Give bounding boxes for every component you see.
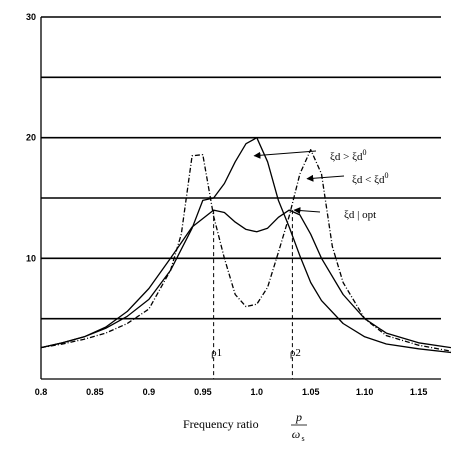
series-line-1 <box>40 137 451 354</box>
annotation-text-3: ξd | opt <box>344 209 376 221</box>
axis-layer: 10 20 30 0.8 0.85 0.9 0.95 1.0 1.05 1.10 1.15 <box>26 12 441 397</box>
annotation-arrow-2 <box>306 174 345 182</box>
x-tick-label: 1.0 <box>251 387 264 397</box>
marker-label-2: ρ2 <box>290 347 301 359</box>
label-layer: Frequency ratio pω s <box>183 410 307 443</box>
annotation-base: ξd > ξd <box>330 151 363 163</box>
annotation-arrow-3 <box>293 207 321 215</box>
x-axis-label-subscript: s <box>301 434 304 443</box>
annotation-text-1: ξd > ξd0 <box>330 148 367 163</box>
x-tick-label: 1.10 <box>356 387 374 397</box>
grid-layer <box>41 16 441 320</box>
x-tick-label: 0.85 <box>86 387 104 397</box>
x-tick-label: 1.15 <box>410 387 428 397</box>
x-axis-label-denominator: ω <box>292 427 300 441</box>
annotation-base: ξd < ξd <box>352 174 385 186</box>
annotation-arrow-1 <box>253 150 317 159</box>
x-tick-label: 0.8 <box>35 387 48 397</box>
x-tick-label: 0.9 <box>143 387 156 397</box>
x-axis-label-numerator: p <box>295 410 302 424</box>
y-tick-label: 30 <box>26 12 36 22</box>
marker-layer: ρ1 ρ2 <box>211 210 301 379</box>
series-layer <box>40 137 451 354</box>
x-tick-label: 1.05 <box>302 387 320 397</box>
series-line-3 <box>40 209 451 349</box>
marker-label-1: ρ1 <box>211 347 222 359</box>
x-tick-label: 0.95 <box>194 387 212 397</box>
annotation-text-2: ξd < ξd0 <box>352 171 389 186</box>
annotation-superscript: 0 <box>385 171 389 180</box>
x-axis-label: Frequency ratio <box>183 417 259 431</box>
series-line-2 <box>40 149 451 352</box>
annotation-superscript: 0 <box>363 148 367 157</box>
y-tick-label: 10 <box>26 253 36 263</box>
y-tick-label: 20 <box>26 133 36 143</box>
